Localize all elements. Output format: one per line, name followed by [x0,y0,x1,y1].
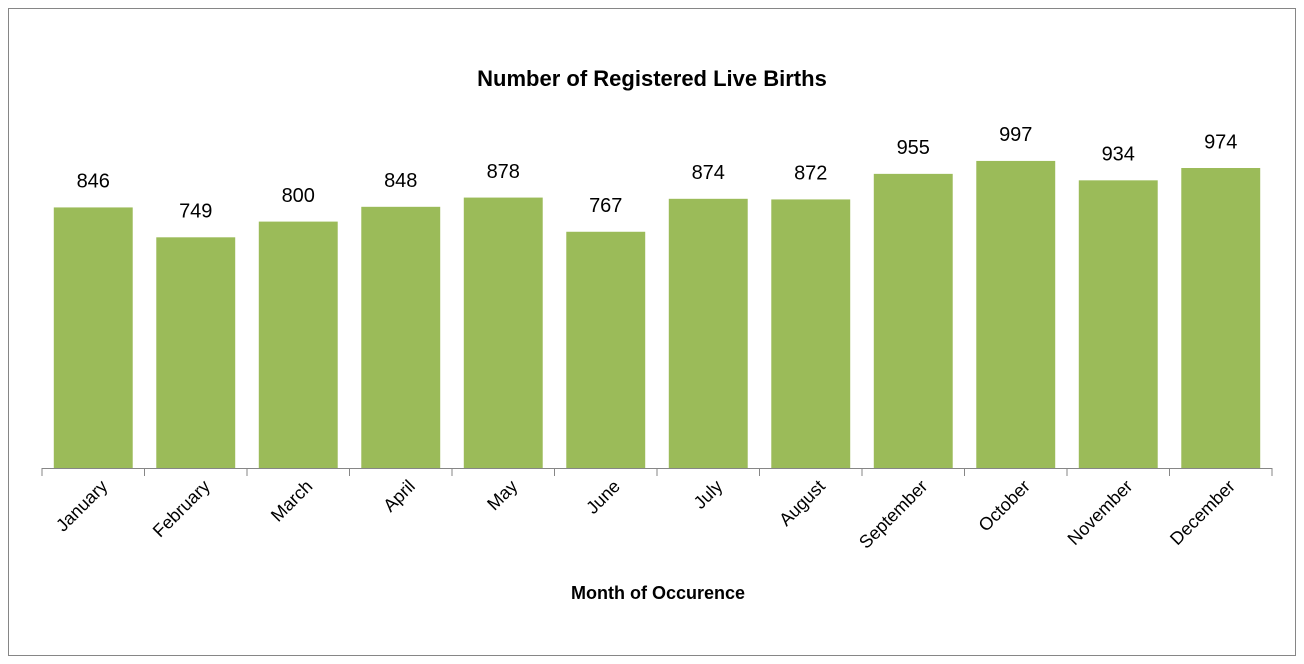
bar [258,221,338,468]
bar [771,199,851,468]
data-label: 878 [487,161,520,183]
data-label: 767 [589,195,622,217]
data-label: 974 [1204,131,1237,153]
bar [53,207,133,468]
bar [463,197,543,469]
data-label: 874 [692,162,725,184]
data-label: 749 [179,201,212,223]
bar [1078,180,1158,468]
chart-title: Number of Registered Live Births [477,66,827,91]
bar [361,206,441,469]
bar [156,237,236,468]
data-label: 872 [794,163,827,185]
data-label: 848 [384,170,417,192]
x-axis-title: Month of Occurence [571,583,745,603]
data-label: 934 [1102,144,1135,166]
data-label: 955 [897,137,930,159]
data-label: 800 [282,185,315,207]
data-label: 846 [77,171,110,193]
bar [668,198,748,469]
bar [976,160,1056,468]
bar [873,173,953,469]
bar [566,231,646,468]
bar [1181,168,1261,468]
data-label: 997 [999,124,1032,146]
